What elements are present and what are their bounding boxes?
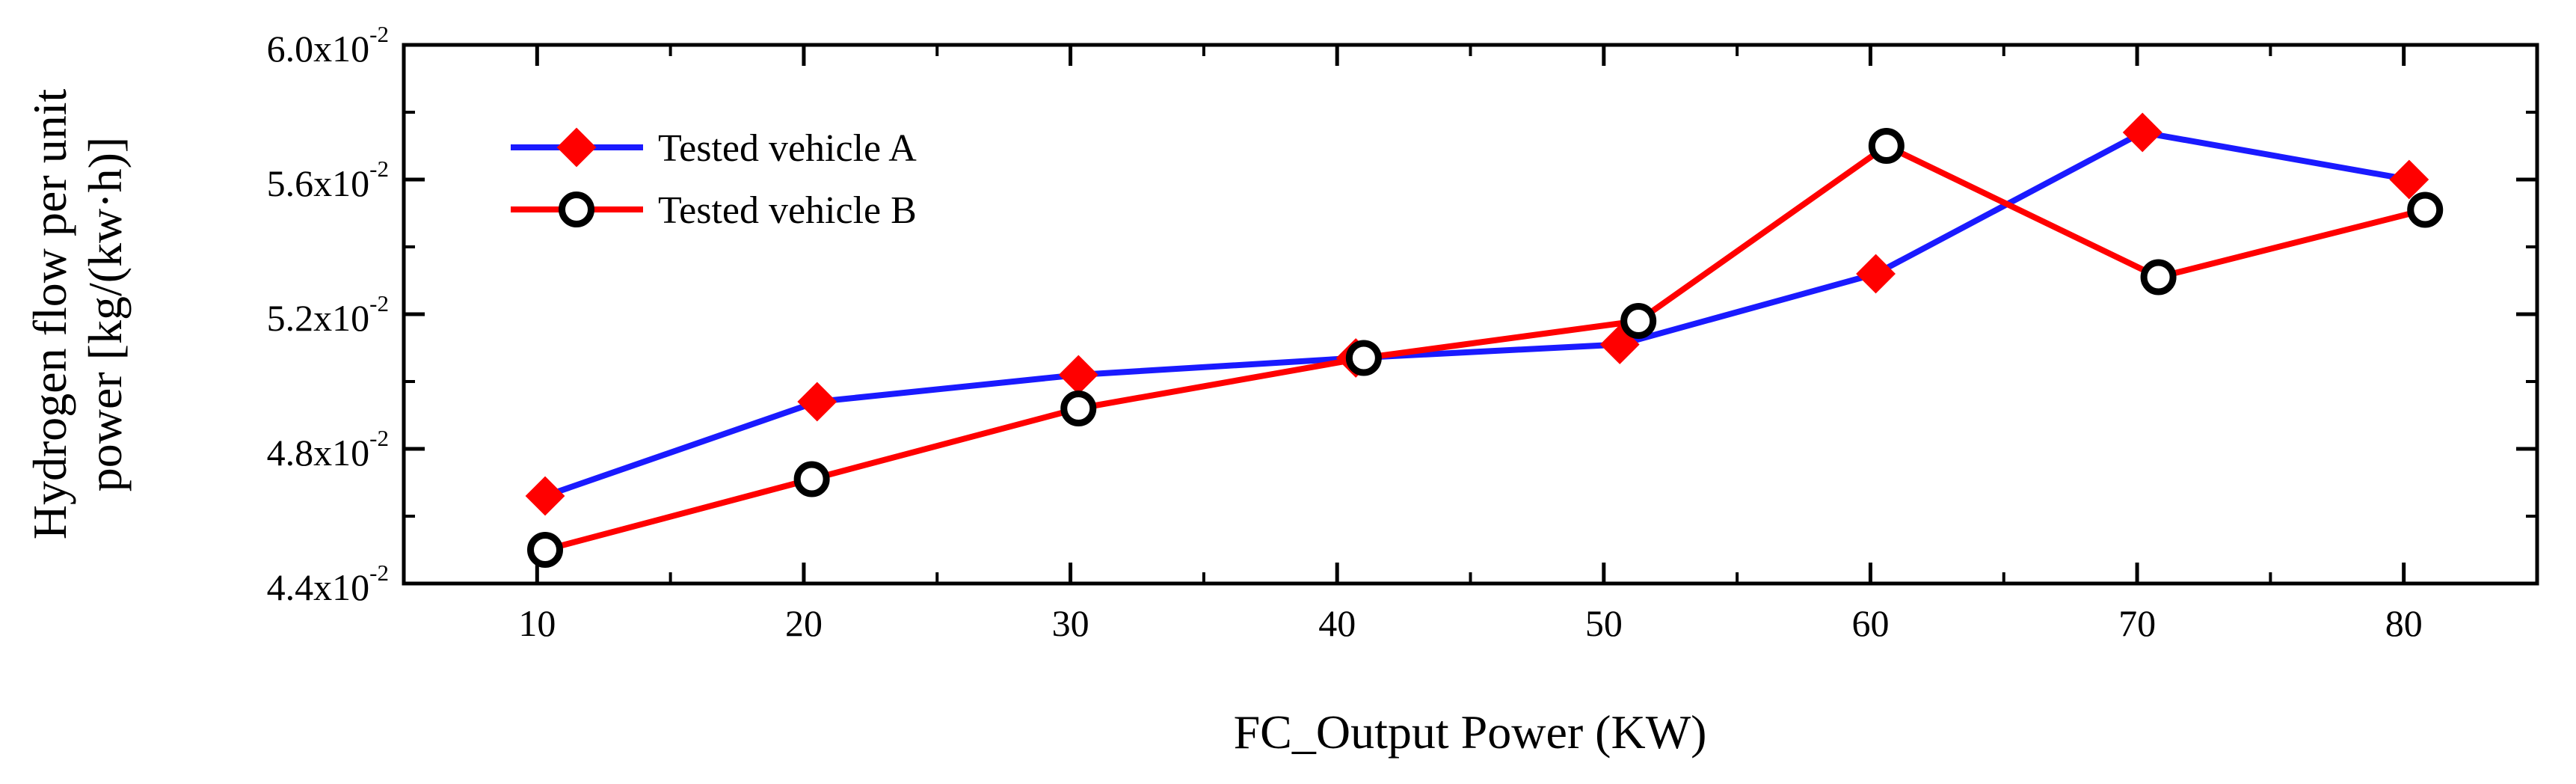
circle-point	[1345, 340, 1382, 376]
legend-label: Tested vehicle B	[658, 189, 917, 232]
diamond-point	[2122, 112, 2162, 153]
x-tick-label: 20	[785, 602, 823, 644]
legend: Tested vehicle A Tested vehicle B	[511, 127, 917, 232]
x-tick-label: 50	[1585, 602, 1623, 644]
x-axis-ticks: 10 20 30 40 50 60 70 80	[518, 45, 2423, 644]
legend-marker	[556, 127, 597, 168]
circle-point	[527, 532, 564, 568]
y-tick-label: 5.2x10-2	[267, 290, 389, 339]
circle-point	[1868, 128, 1905, 164]
y-tick-label: 6.0x10-2	[267, 21, 389, 70]
series-line-vehicle-b	[544, 143, 2426, 553]
x-tick-label: 70	[2118, 602, 2156, 644]
x-tick-label: 80	[2385, 602, 2423, 644]
legend-label: Tested vehicle A	[658, 127, 917, 170]
x-tick-label: 10	[518, 602, 556, 644]
diamond-point	[797, 382, 837, 422]
series-markers	[525, 112, 2444, 568]
x-tick-label: 60	[1851, 602, 1889, 644]
y-tick-label: 4.4x10-2	[267, 560, 389, 608]
y-axis-ticks: 4.4x10-2 4.8x10-2 5.2x10-2 5.6x10-2 6.0x10-2	[267, 21, 2537, 608]
circle-point	[1620, 303, 1657, 339]
diamond-point	[525, 476, 565, 516]
circle-point	[2140, 259, 2177, 295]
y-axis-title-line-1: Hydrogen flow per unit	[23, 89, 76, 540]
x-tick-label: 40	[1318, 602, 1356, 644]
series-lines	[544, 129, 2426, 553]
circle-point	[1060, 391, 1097, 426]
diamond-point	[1058, 355, 1098, 395]
circle-point	[793, 461, 830, 497]
series-line-vehicle-a	[544, 129, 2410, 499]
x-tick-label: 30	[1052, 602, 1089, 644]
x-axis-title: FC_Output Power (KW)	[1234, 705, 1707, 759]
diamond-point	[1856, 254, 1896, 294]
y-tick-label: 5.6x10-2	[267, 156, 389, 204]
y-tick-label: 4.8x10-2	[267, 425, 389, 474]
legend-marker	[559, 192, 594, 227]
diamond-point	[2389, 159, 2429, 200]
y-axis-title-line-2: power [kg/(kw·h)]	[79, 137, 132, 492]
circle-point	[2407, 192, 2444, 228]
